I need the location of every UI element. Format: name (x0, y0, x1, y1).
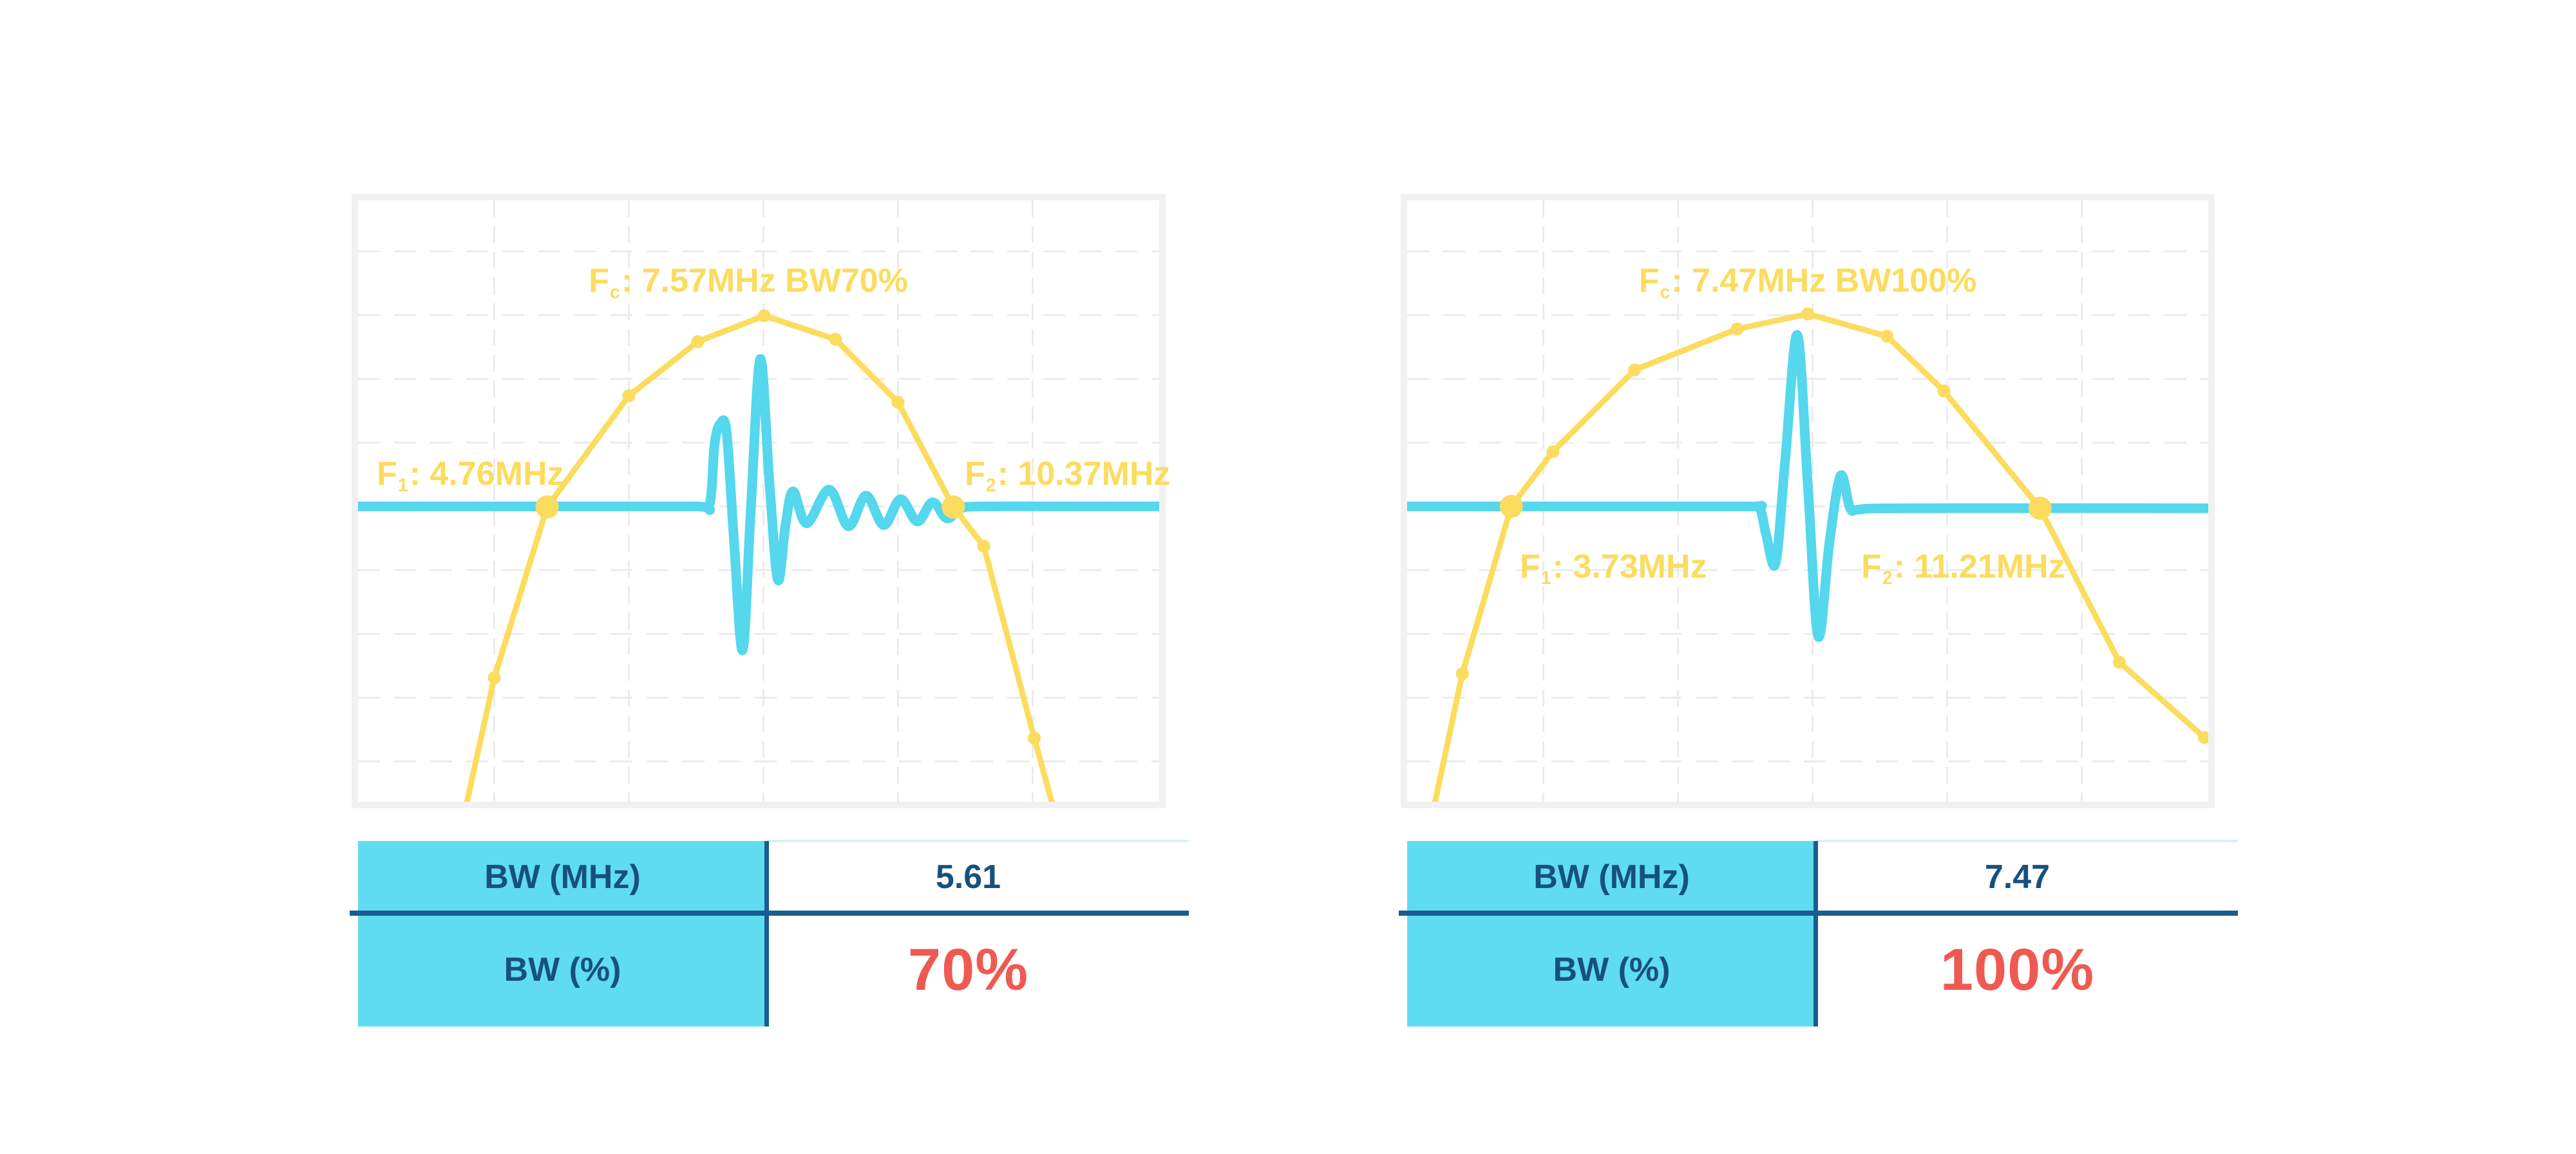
bw-pct-label: BW (%) (504, 951, 621, 988)
table-top-accent-line (767, 840, 1189, 842)
data-point-marker (829, 332, 842, 346)
band-edge-marker (535, 495, 559, 519)
f1-subscript: 1 (397, 475, 408, 496)
data-point-marker (622, 389, 636, 402)
data-point-marker (488, 671, 501, 685)
fc-bandwidth-label: Fc: 7.57MHz BW70% (589, 262, 908, 303)
data-point-marker (2197, 731, 2208, 744)
spectrum-curve (1432, 311, 2208, 802)
band-edge-marker (2028, 497, 2052, 520)
fc-symbol: F (589, 262, 609, 299)
bw-pct-label-cell: BW (%) (1407, 913, 1816, 1026)
f1-label: F1: 4.76MHz (377, 455, 564, 497)
table-column-divider (1814, 841, 1818, 1026)
bw-mhz-value: 7.47 (1984, 858, 2050, 896)
pulse-curve (358, 354, 1159, 656)
f2-subscript: 2 (985, 475, 996, 496)
f2-value-text: : 10.37MHz (997, 455, 1171, 493)
data-point-marker (1801, 307, 1814, 321)
data-point-marker (1628, 363, 1642, 377)
fc-value-text: : 7.57MHz BW70% (621, 262, 908, 299)
pulse-curve (1407, 330, 2208, 642)
spectrum-curve (464, 312, 1055, 802)
band-edge-marker (1499, 495, 1523, 518)
f1-symbol: F (1520, 548, 1540, 585)
f1-subscript: 1 (1540, 568, 1551, 589)
f1-symbol: F (377, 455, 397, 493)
chart-frame-narrowband: Fc: 7.57MHz BW70% F1: 4.76MHz F2: 10.37M… (352, 194, 1170, 808)
bw-pct-value-cell: 100% (1816, 913, 2219, 1026)
f1-value-text: : 4.76MHz (409, 455, 564, 493)
fc-subscript: c (609, 282, 620, 303)
bw-pct-value: 70% (907, 936, 1029, 1003)
f2-label: F2: 11.21MHz (1861, 548, 2065, 589)
bw-mhz-label-cell: BW (MHz) (1407, 841, 1816, 913)
bw-pct-value-cell: 70% (767, 913, 1170, 1026)
bw-pct-label: BW (%) (1553, 951, 1671, 988)
band-edge-marker (942, 495, 965, 519)
data-point-marker (691, 335, 705, 348)
f2-label: F2: 10.37MHz (965, 455, 1170, 497)
f2-value-text: : 11.21MHz (1893, 548, 2065, 585)
f1-value-text: : 3.73MHz (1552, 548, 1707, 585)
fc-bandwidth-label: Fc: 7.47MHz BW100% (1639, 262, 1977, 303)
bw-pct-value: 100% (1940, 936, 2095, 1003)
table-row-divider (350, 911, 1189, 916)
bw-pct-label-cell: BW (%) (358, 913, 767, 1026)
bw-mhz-value-cell: 7.47 (1816, 841, 2219, 913)
bw-mhz-value-cell: 5.61 (767, 841, 1170, 913)
bw-mhz-label: BW (MHz) (484, 858, 641, 896)
bw-mhz-label-cell: BW (MHz) (358, 841, 767, 913)
bw-mhz-value: 5.61 (935, 858, 1001, 896)
f2-symbol: F (1861, 548, 1882, 585)
f1-label: F1: 3.73MHz (1520, 548, 1707, 589)
data-point-marker (1546, 445, 1560, 459)
data-point-marker (757, 309, 771, 323)
f2-symbol: F (965, 455, 985, 493)
data-point-marker (1880, 330, 1894, 343)
panel-narrowband: Fc: 7.57MHz BW70% F1: 4.76MHz F2: 10.37M… (350, 194, 1189, 1026)
data-point-marker (1937, 384, 1951, 398)
data-point-marker (1027, 732, 1041, 744)
table-row-divider (1399, 911, 2238, 916)
bw-table-narrowband: BW (MHz) 5.61 BW (%) 70% (350, 840, 1189, 1026)
data-point-marker (977, 540, 990, 553)
chart-frame-broadband: Fc: 7.47MHz BW100% F1: 3.73MHz F2: 11.21… (1401, 194, 2215, 808)
table-top-accent-line (1816, 840, 2238, 842)
data-point-marker (1455, 667, 1469, 681)
data-point-marker (1730, 322, 1744, 336)
fc-value-text: : 7.47MHz BW100% (1671, 262, 1977, 299)
chart-canvas-narrowband (358, 200, 1159, 802)
chart-canvas-broadband (1407, 200, 2208, 802)
bw-table-broadband: BW (MHz) 7.47 BW (%) 100% (1399, 840, 2238, 1026)
fc-symbol: F (1638, 262, 1660, 299)
f2-subscript: 2 (1882, 568, 1893, 589)
data-point-marker (891, 395, 905, 409)
bw-mhz-label: BW (MHz) (1533, 858, 1690, 896)
data-point-marker (2112, 656, 2126, 669)
fc-subscript: c (1660, 282, 1671, 303)
panel-broadband: Fc: 7.47MHz BW100% F1: 3.73MHz F2: 11.21… (1049, 0, 2337, 1154)
table-column-divider (764, 841, 769, 1026)
